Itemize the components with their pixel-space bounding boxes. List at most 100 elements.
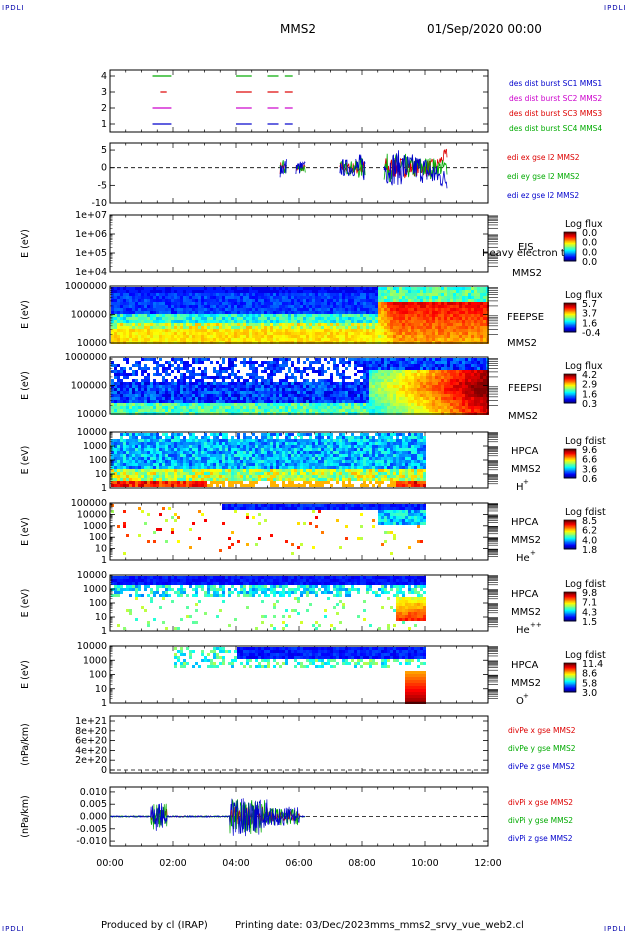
y-tick-label: 1e+06 — [75, 229, 107, 240]
spectrogram-cell — [255, 391, 258, 394]
spectrogram-cell — [354, 361, 357, 364]
spectrogram-cell — [303, 287, 306, 290]
spectrogram-cell — [456, 400, 459, 403]
spectrogram-cell — [258, 376, 261, 379]
spectrogram-cell — [204, 406, 207, 409]
spectrogram-cell — [426, 302, 429, 305]
spectrogram-cell — [396, 370, 399, 373]
spectrogram-cell — [111, 361, 114, 364]
spectrogram-cell — [117, 403, 120, 406]
spectrogram-cell — [216, 302, 219, 305]
spectrogram-cell — [480, 308, 483, 311]
spectrogram-cell — [150, 406, 153, 409]
spectrogram-cell — [354, 320, 357, 323]
spectrogram-cell — [471, 287, 474, 290]
spectrogram-cell — [324, 293, 327, 296]
spectrogram-cell — [465, 391, 468, 394]
spectrogram-cell — [300, 394, 303, 397]
spectrogram-cell — [294, 320, 297, 323]
spectrogram-cell — [288, 296, 291, 299]
spectrogram-cell — [231, 397, 234, 400]
spectrogram-cell — [372, 382, 375, 385]
spectrogram-cell — [384, 314, 387, 317]
spectrogram-cell — [402, 397, 405, 400]
spectrogram-cell — [219, 403, 222, 406]
spectrogram-cell — [357, 391, 360, 394]
spectrogram-cell — [183, 308, 186, 311]
spectrogram-cell — [321, 335, 324, 338]
spectrogram-cell — [111, 323, 114, 326]
spectrogram-cell — [129, 400, 132, 403]
spectrogram-cell — [390, 385, 393, 388]
spectrogram-cell — [228, 406, 231, 409]
colorbar-swatch — [564, 234, 576, 237]
spectrogram-cell — [147, 335, 150, 338]
spectrogram-cell — [246, 385, 249, 388]
spectrogram-cell — [477, 394, 480, 397]
spectrogram-cell — [177, 403, 180, 406]
spectrogram-cell — [423, 391, 426, 394]
spectrogram-cell — [471, 311, 474, 314]
spectrogram-cell — [483, 373, 486, 376]
spectrogram-cell — [210, 332, 213, 335]
spectrogram-cell — [390, 358, 393, 361]
spectrogram-cell — [327, 302, 330, 305]
spectrogram-cell — [255, 361, 258, 364]
spectrogram-cell — [366, 373, 369, 376]
spectrogram-cell — [330, 388, 333, 391]
spectrogram-cell — [117, 373, 120, 376]
spectrogram-cell — [273, 299, 276, 302]
spectrogram-cell — [231, 329, 234, 332]
spectrogram-cell — [363, 361, 366, 364]
spectrogram-cell — [381, 364, 384, 367]
spectrogram-cell — [351, 388, 354, 391]
spectrogram-cell — [219, 287, 222, 290]
spectrogram-cell — [273, 290, 276, 293]
spectrogram-cell — [252, 379, 255, 382]
spectrogram-cell — [450, 314, 453, 317]
spectrogram-cell — [168, 367, 171, 370]
spectrogram-cell — [255, 296, 258, 299]
spectrogram-cell — [423, 370, 426, 373]
spectrogram-cell — [462, 358, 465, 361]
spectrogram-cell — [201, 406, 204, 409]
spectrogram-cell — [258, 388, 261, 391]
spectrogram-cell — [309, 394, 312, 397]
spectrogram-cell — [417, 379, 420, 382]
spectrogram-cell — [123, 373, 126, 376]
spectrogram-cell — [411, 370, 414, 373]
spectrogram-cell — [477, 391, 480, 394]
spectrogram-cell — [330, 394, 333, 397]
spectrogram-cell — [471, 391, 474, 394]
spectrogram-cell — [390, 323, 393, 326]
spectrogram-cell — [159, 403, 162, 406]
spectrogram-cell — [231, 293, 234, 296]
spectrogram-cell — [237, 329, 240, 332]
spectrogram-cell — [348, 293, 351, 296]
spectrogram-cell — [312, 394, 315, 397]
spectrogram-cell — [165, 314, 168, 317]
spectrogram-cell — [156, 296, 159, 299]
spectrogram-cell — [468, 382, 471, 385]
spectrogram-cell — [219, 290, 222, 293]
spectrogram-cell — [456, 299, 459, 302]
spectrogram-cell — [144, 400, 147, 403]
spectrogram-cell — [171, 397, 174, 400]
spectrogram-cell — [204, 317, 207, 320]
spectrogram-cell — [447, 361, 450, 364]
instrument-label: EIS — [518, 242, 534, 253]
spectrogram-cell — [333, 400, 336, 403]
spectrogram-cell — [330, 308, 333, 311]
spectrogram-cell — [366, 311, 369, 314]
spectrogram-cell — [282, 314, 285, 317]
spectrogram-cell — [222, 400, 225, 403]
spectrogram-cell — [255, 385, 258, 388]
spectrogram-cell — [270, 287, 273, 290]
spectrogram-cell — [483, 314, 486, 317]
spectrogram-cell — [330, 329, 333, 332]
spectrogram-cell — [165, 323, 168, 326]
spectrogram-cell — [393, 326, 396, 329]
spectrogram-cell — [462, 296, 465, 299]
spectrogram-cell — [342, 338, 345, 341]
spectrogram-cell — [345, 293, 348, 296]
